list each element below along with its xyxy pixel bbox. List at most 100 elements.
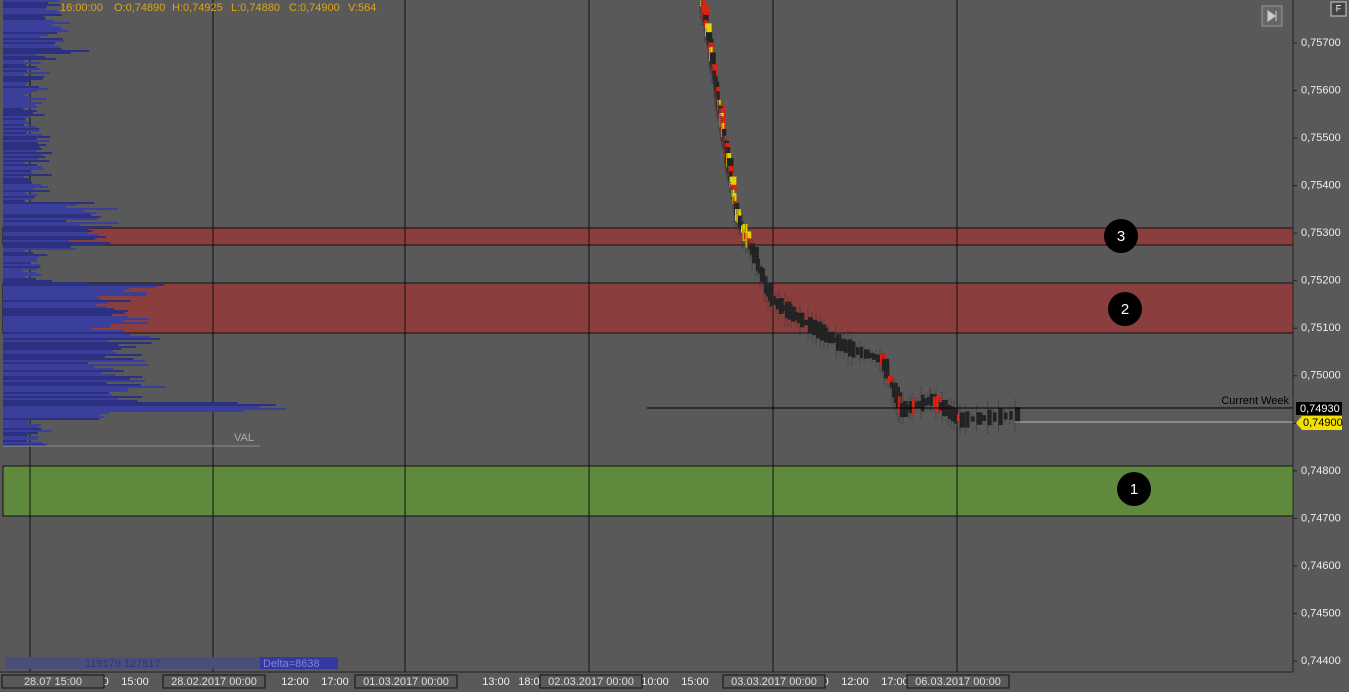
profile-bar bbox=[3, 16, 45, 18]
profile-bar bbox=[3, 420, 29, 422]
profile-bar bbox=[3, 110, 37, 112]
cluster-body bbox=[876, 354, 883, 363]
profile-bar bbox=[3, 214, 92, 216]
header-time: 16:00:00 bbox=[60, 2, 103, 14]
cluster-body bbox=[731, 189, 735, 197]
price-label: 0,75000 bbox=[1301, 370, 1341, 382]
profile-bar bbox=[3, 400, 138, 402]
profile-bar bbox=[3, 284, 164, 286]
profile-bar bbox=[3, 184, 41, 186]
time-label: 12:00 bbox=[281, 676, 309, 688]
cluster-body bbox=[702, 5, 709, 19]
profile-bar bbox=[3, 194, 38, 196]
profile-bar bbox=[3, 190, 50, 192]
profile-bar bbox=[3, 330, 124, 332]
cluster-body bbox=[903, 400, 908, 418]
profile-bar bbox=[3, 394, 112, 396]
profile-bar bbox=[3, 434, 28, 436]
profile-bar bbox=[3, 432, 39, 434]
price-label: 0,75300 bbox=[1301, 227, 1341, 239]
price-clusters bbox=[699, 0, 1021, 436]
profile-bar bbox=[3, 410, 244, 412]
profile-bar bbox=[3, 22, 71, 24]
profile-bar bbox=[3, 128, 40, 130]
profile-bar bbox=[3, 382, 107, 384]
profile-bar bbox=[3, 88, 49, 90]
profile-bar bbox=[3, 42, 56, 44]
zone-badge bbox=[1117, 472, 1151, 506]
price-label: 0,74400 bbox=[1301, 655, 1341, 667]
corner-button[interactable] bbox=[1330, 1, 1347, 17]
volume-profile bbox=[3, 0, 287, 446]
profile-bar bbox=[3, 146, 40, 148]
profile-bar bbox=[3, 176, 25, 178]
profile-bar bbox=[3, 388, 129, 390]
zone-3 bbox=[2, 227, 1294, 246]
profile-bar bbox=[3, 234, 99, 236]
profile-bar bbox=[3, 254, 48, 256]
profile-bar bbox=[3, 112, 34, 114]
profile-bar bbox=[3, 270, 24, 272]
cluster-body bbox=[872, 354, 878, 360]
profile-bar bbox=[3, 138, 37, 140]
cluster-body bbox=[768, 288, 772, 302]
zone-number: 3 bbox=[1117, 228, 1125, 245]
zone-2 bbox=[2, 282, 1294, 334]
cluster-body bbox=[998, 407, 1003, 426]
profile-bar bbox=[3, 46, 60, 48]
profile-bar bbox=[3, 94, 25, 96]
ohlc-header: 16:00:00 O:0,74890 H:0,74925 L:0,74880 C… bbox=[60, 2, 376, 14]
profile-bar bbox=[3, 442, 43, 444]
profile-bar bbox=[3, 118, 26, 120]
profile-bar bbox=[3, 70, 27, 72]
footer-volumes: 119179 127817 bbox=[85, 658, 161, 670]
profile-bar bbox=[3, 106, 38, 108]
profile-bar bbox=[3, 216, 101, 218]
profile-bar bbox=[3, 340, 108, 342]
profile-bar bbox=[3, 440, 27, 442]
cluster-body bbox=[828, 331, 835, 344]
profile-bar bbox=[3, 354, 142, 356]
profile-bar bbox=[3, 210, 84, 212]
cluster-body bbox=[848, 339, 852, 357]
profile-bar bbox=[3, 240, 69, 242]
cluster-body bbox=[888, 375, 895, 385]
last-price: 0,74900 bbox=[1303, 417, 1343, 429]
profile-bar bbox=[3, 232, 88, 234]
profile-bar bbox=[3, 186, 48, 188]
profile-bar bbox=[3, 34, 49, 36]
cluster-body bbox=[1015, 407, 1021, 423]
val-label: VAL bbox=[234, 432, 254, 444]
profile-bar bbox=[3, 66, 37, 68]
cluster-body bbox=[782, 305, 786, 311]
profile-bar bbox=[3, 140, 50, 142]
profile-bar bbox=[3, 130, 39, 132]
profile-bar bbox=[3, 124, 24, 126]
cluster-body bbox=[726, 158, 734, 173]
cluster-body bbox=[864, 349, 870, 359]
profile-bar bbox=[3, 372, 102, 374]
profile-bar bbox=[3, 314, 113, 316]
profile-bar bbox=[3, 228, 89, 230]
profile-bar bbox=[3, 202, 95, 204]
profile-bar bbox=[3, 182, 33, 184]
profile-bar bbox=[3, 300, 131, 302]
profile-bar bbox=[3, 414, 101, 416]
profile-bar bbox=[3, 80, 30, 82]
profile-bar bbox=[3, 78, 43, 80]
profile-bar bbox=[3, 222, 119, 224]
cluster-body bbox=[900, 403, 906, 417]
profile-bar bbox=[3, 422, 28, 424]
profile-bar bbox=[3, 260, 38, 262]
current-week-tag bbox=[1296, 402, 1342, 415]
profile-bar bbox=[3, 56, 46, 58]
profile-bar bbox=[3, 244, 104, 246]
profile-bar bbox=[3, 250, 25, 252]
profile-bar bbox=[3, 428, 42, 430]
profile-bar bbox=[3, 286, 155, 288]
profile-bar bbox=[3, 360, 146, 362]
profile-bar bbox=[3, 262, 31, 264]
cluster-body bbox=[773, 298, 779, 306]
cluster-body bbox=[933, 396, 937, 408]
